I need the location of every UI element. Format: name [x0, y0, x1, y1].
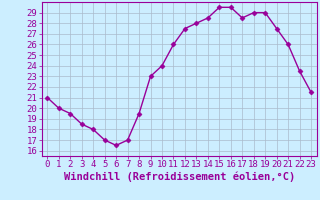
X-axis label: Windchill (Refroidissement éolien,°C): Windchill (Refroidissement éolien,°C) [64, 172, 295, 182]
